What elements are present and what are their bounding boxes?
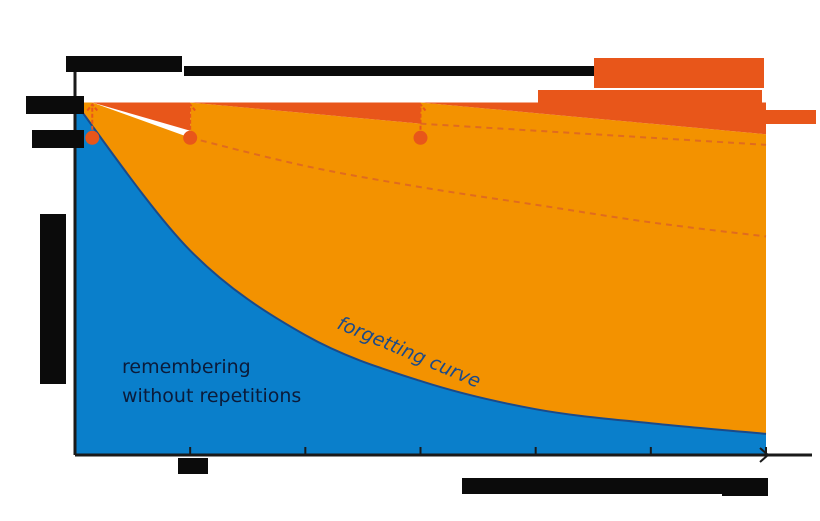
review-point-3 xyxy=(413,130,428,145)
dark-orange-top-band xyxy=(92,102,766,135)
redacted-legend-sub xyxy=(538,90,762,104)
redacted-label-blocks xyxy=(26,56,816,496)
redacted-x1-label xyxy=(178,458,208,474)
redacted-xlabel xyxy=(462,478,766,494)
review-arrow-2 xyxy=(184,102,196,130)
blue-area-without-repetitions xyxy=(75,102,766,455)
redacted-y90-label xyxy=(32,130,84,148)
redacted-y100-label xyxy=(26,96,84,114)
redacted-xlabel-end xyxy=(722,478,768,496)
review-point-1 xyxy=(85,130,100,145)
forgetting-curve-line xyxy=(74,101,767,435)
redacted-ytop-label xyxy=(66,56,182,72)
x-axis-arrow xyxy=(759,447,770,463)
redacted-legend-title xyxy=(594,58,764,88)
review-markers xyxy=(85,102,428,145)
blue-area-label-line2: without repetitions xyxy=(122,385,301,407)
review-arrow-1 xyxy=(86,102,99,130)
review-point-2 xyxy=(183,130,198,145)
redacted-ylabel-bar xyxy=(40,214,66,384)
blue-area-label-line1: remembering xyxy=(122,356,251,378)
redacted-top-line xyxy=(184,66,600,76)
redacted-legend-right xyxy=(752,110,816,124)
review-arrow-3 xyxy=(414,102,427,130)
